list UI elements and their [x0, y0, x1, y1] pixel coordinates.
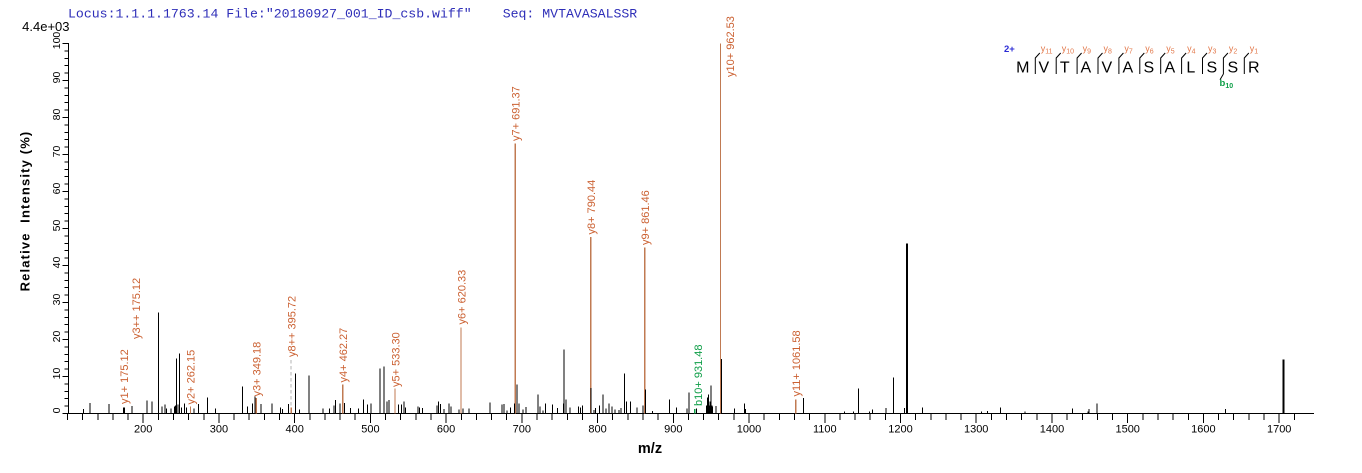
- svg-text:y10+ 962.53: y10+ 962.53: [725, 16, 737, 77]
- svg-text:y5: y5: [1166, 44, 1175, 56]
- svg-text:A: A: [1080, 60, 1091, 77]
- svg-text:T: T: [1060, 60, 1070, 77]
- svg-text:y7+ 691.37: y7+ 691.37: [511, 86, 523, 141]
- svg-text:100: 100: [51, 32, 63, 50]
- svg-text:1200: 1200: [888, 424, 912, 436]
- svg-text:y9+ 861.46: y9+ 861.46: [640, 190, 652, 245]
- svg-text:A: A: [1122, 60, 1133, 77]
- svg-text:50: 50: [51, 220, 63, 232]
- svg-text:m/z: m/z: [638, 441, 662, 457]
- svg-text:200: 200: [134, 424, 152, 436]
- svg-text:y4+ 462.27: y4+ 462.27: [338, 328, 350, 383]
- svg-text:y3++ 175.12: y3++ 175.12: [131, 278, 143, 339]
- svg-text:300: 300: [210, 424, 228, 436]
- svg-text:600: 600: [437, 424, 455, 436]
- svg-text:40: 40: [51, 257, 63, 269]
- svg-text:A: A: [1164, 60, 1175, 77]
- svg-text:b10+ 931.48: b10+ 931.48: [693, 345, 705, 406]
- svg-text:2+: 2+: [1004, 44, 1015, 55]
- svg-text:y6: y6: [1145, 44, 1154, 56]
- svg-text:1100: 1100: [813, 424, 837, 436]
- svg-text:Seq: MVTAVASALSSR: Seq: MVTAVASALSSR: [503, 7, 638, 22]
- svg-text:y6+ 620.33: y6+ 620.33: [456, 270, 468, 325]
- svg-text:700: 700: [513, 424, 531, 436]
- svg-text:y11+ 1061.58: y11+ 1061.58: [791, 330, 803, 396]
- svg-text:R: R: [1248, 60, 1260, 77]
- svg-text:y3+ 349.18: y3+ 349.18: [252, 342, 264, 397]
- svg-text:500: 500: [361, 424, 379, 436]
- svg-text:y5+ 533.30: y5+ 533.30: [390, 332, 402, 387]
- svg-text:90: 90: [51, 72, 63, 84]
- svg-text:400: 400: [286, 424, 304, 436]
- svg-text:y10: y10: [1062, 44, 1074, 56]
- svg-text:Relative Intensity (%): Relative Intensity (%): [18, 131, 33, 292]
- svg-text:y1+ 175.12: y1+ 175.12: [119, 349, 131, 404]
- svg-text:60: 60: [51, 183, 63, 195]
- svg-text:y1: y1: [1250, 44, 1259, 56]
- svg-text:y8++ 395.72: y8++ 395.72: [286, 296, 298, 357]
- svg-text:1500: 1500: [1115, 424, 1139, 436]
- svg-text:10: 10: [51, 368, 63, 380]
- svg-text:y8: y8: [1104, 44, 1113, 56]
- svg-text:V: V: [1101, 60, 1112, 77]
- svg-text:y9: y9: [1083, 44, 1092, 56]
- svg-text:y8+ 790.44: y8+ 790.44: [586, 180, 598, 235]
- svg-text:800: 800: [588, 424, 606, 436]
- svg-text:S: S: [1143, 60, 1154, 77]
- svg-text:80: 80: [51, 109, 63, 121]
- svg-text:L: L: [1186, 60, 1195, 77]
- svg-text:S: S: [1227, 60, 1238, 77]
- svg-text:y7: y7: [1124, 44, 1133, 56]
- svg-text:b10: b10: [1220, 78, 1234, 90]
- svg-text:0: 0: [51, 407, 63, 413]
- svg-text:30: 30: [51, 294, 63, 306]
- svg-text:y4: y4: [1187, 44, 1196, 56]
- svg-text:4.4e+03: 4.4e+03: [22, 19, 69, 34]
- svg-text:y2: y2: [1229, 44, 1238, 56]
- svg-text:900: 900: [664, 424, 682, 436]
- svg-text:y11: y11: [1041, 44, 1053, 56]
- svg-text:1400: 1400: [1040, 424, 1064, 436]
- svg-text:1700: 1700: [1267, 424, 1291, 436]
- svg-text:M: M: [1016, 60, 1029, 77]
- svg-text:1300: 1300: [964, 424, 988, 436]
- svg-text:70: 70: [51, 146, 63, 158]
- svg-text:y2+ 262.15: y2+ 262.15: [186, 350, 198, 405]
- svg-text:20: 20: [51, 331, 63, 343]
- svg-text:1600: 1600: [1191, 424, 1215, 436]
- svg-text:Locus:1.1.1.1763.14 File:"2018: Locus:1.1.1.1763.14 File:"20180927_001_I…: [68, 7, 472, 22]
- svg-text:1000: 1000: [737, 424, 761, 436]
- svg-text:y3: y3: [1208, 44, 1217, 56]
- svg-text:V: V: [1038, 60, 1049, 77]
- svg-text:S: S: [1206, 60, 1217, 77]
